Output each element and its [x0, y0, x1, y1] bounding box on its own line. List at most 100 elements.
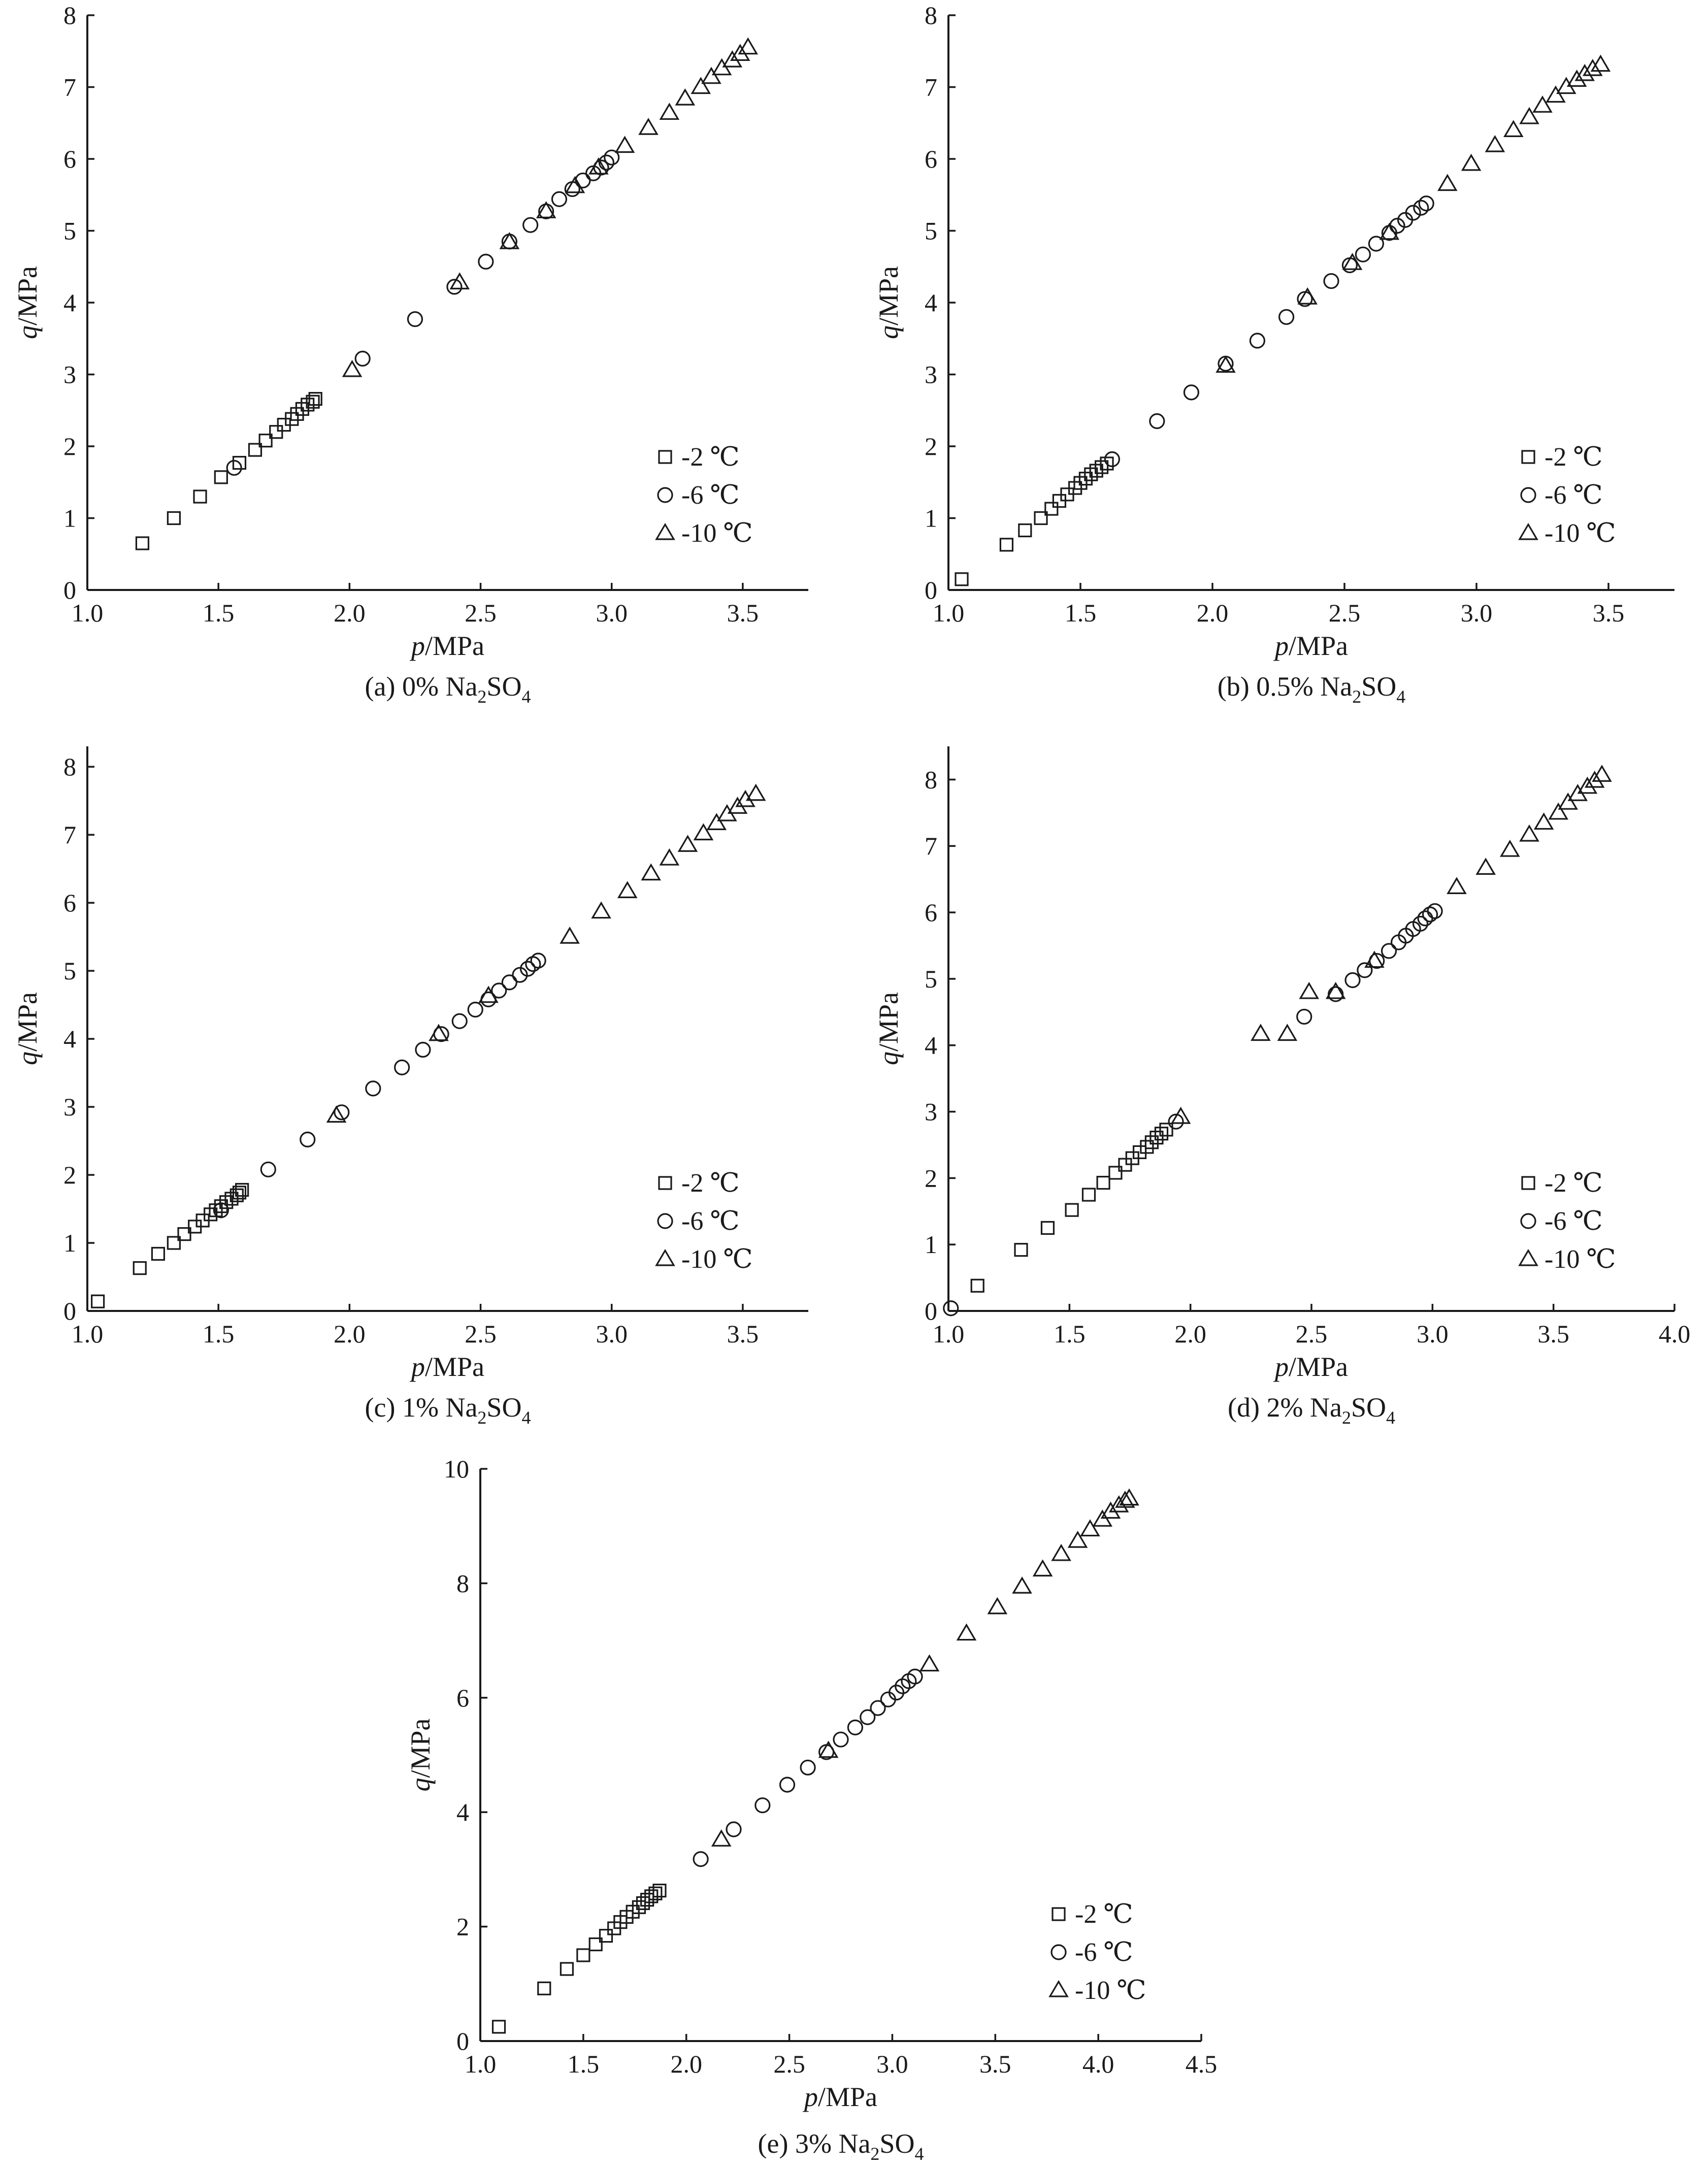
y-tick-label: 8 [63, 1, 76, 29]
data-point-square [177, 1227, 191, 1241]
data-point-square [1144, 1135, 1159, 1149]
y-tick-label: 6 [925, 898, 937, 927]
y-tick-label: 1 [925, 1230, 937, 1259]
data-point-square [167, 1236, 181, 1250]
data-point-triangle [1546, 85, 1566, 103]
panel-caption: (c) 1% Na2SO4 [365, 1392, 531, 1428]
legend: -2 ℃ -6 ℃ -10 ℃ [655, 1169, 753, 1274]
data-point-triangle [1364, 950, 1385, 968]
chart-panel-1: 1.0 1.5 2.0 2.5 3.0 3.5 0 1 2 3 4 5 6 7 8 p/MPa q/MPa (a)… [12, 1, 808, 707]
y-tick-label: 2 [925, 1164, 937, 1192]
x-tick-label: 1.5 [568, 2050, 600, 2078]
legend-circle-icon [657, 487, 673, 503]
data-point-triangle [818, 1740, 839, 1758]
data-point-circle [519, 961, 536, 977]
panel-caption: (d) 2% Na2SO4 [1228, 1392, 1395, 1428]
data-point-circle [1296, 1008, 1312, 1025]
x-tick-label: 3.5 [727, 1320, 759, 1348]
legend-label: -10 ℃ [681, 1245, 753, 1274]
legend-label: -10 ℃ [1545, 1245, 1616, 1274]
legend-square-icon [658, 1176, 672, 1190]
data-point-circle [943, 1300, 959, 1317]
data-point-triangle [588, 157, 609, 175]
data-point-triangle [326, 1105, 347, 1123]
data-point-circle [491, 982, 507, 999]
x-tick-label: 3.0 [1417, 1320, 1449, 1348]
data-point-circle [365, 1080, 381, 1097]
y-tick-label: 2 [456, 1913, 469, 1941]
data-point-triangle [565, 176, 585, 193]
y-tick-label: 4 [456, 1798, 469, 1826]
data-point-circle [754, 1797, 771, 1814]
data-point-square [1095, 460, 1109, 474]
data-point-square [970, 1278, 984, 1293]
x-tick-label: 2.5 [1329, 599, 1361, 627]
data-point-triangle [659, 848, 680, 866]
legend-label: -2 ℃ [1075, 1900, 1133, 1929]
x-tick-label: 2.5 [1296, 1320, 1328, 1348]
data-point-triangle [478, 985, 499, 1003]
data-point-square [1065, 1203, 1079, 1217]
x-tick-label: 1.5 [203, 1320, 235, 1348]
x-tick-label: 1.5 [1054, 1320, 1086, 1348]
data-point-square [308, 392, 322, 406]
data-point-triangle [536, 201, 556, 218]
data-point-square [1084, 467, 1098, 481]
data-point-triangle [1592, 765, 1612, 782]
data-point-circle [604, 149, 620, 166]
data-point-square [1040, 1221, 1055, 1235]
legend-square-icon [1052, 1907, 1066, 1921]
data-point-circle [501, 974, 517, 991]
data-point-square [1034, 511, 1048, 525]
data-point-circle [1344, 972, 1361, 989]
data-point-circle [779, 1777, 796, 1793]
y-axis-title: q/MPa [12, 992, 43, 1065]
x-tick-label: 1.5 [203, 599, 235, 627]
y-tick-label: 6 [63, 889, 76, 917]
x-tick-label: 2.0 [1197, 599, 1229, 627]
data-point-triangle [722, 50, 743, 68]
data-point-circle [693, 1851, 709, 1867]
data-point-square [1159, 1123, 1173, 1137]
chart-panel-3: 1.0 1.5 2.0 2.5 3.0 3.5 0 1 2 3 4 5 6 7 8 p/MPa q/MPa (c)… [12, 746, 808, 1428]
data-point-triangle [1437, 174, 1458, 191]
legend-label: -6 ℃ [1075, 1938, 1133, 1967]
legend-triangle-icon [655, 522, 675, 540]
series-triangle [1216, 54, 1611, 373]
x-tick-label: 1.0 [465, 2050, 497, 2078]
data-point-square [1081, 1188, 1096, 1202]
data-point-square [1100, 456, 1114, 471]
data-point-square [214, 470, 228, 484]
data-point-circle [1323, 273, 1339, 289]
x-tick-label: 2.0 [334, 1320, 366, 1348]
legend-label: -2 ℃ [681, 1169, 740, 1198]
data-point-square [1044, 502, 1059, 516]
data-point-triangle [1277, 1024, 1298, 1041]
y-tick-label: 1 [63, 1229, 76, 1257]
y-tick-label: 5 [63, 957, 76, 985]
data-point-circle [467, 1001, 483, 1018]
data-point-circle [1355, 246, 1371, 262]
series-triangle [1170, 765, 1612, 1124]
data-point-circle [522, 217, 539, 233]
series-circle [943, 903, 1443, 1317]
data-point-circle [860, 1709, 876, 1725]
data-point-triangle [735, 790, 756, 807]
data-point-square [209, 1203, 223, 1218]
data-point-square [648, 1886, 663, 1900]
x-tick-label: 4.0 [1082, 2050, 1114, 2078]
data-point-triangle [641, 863, 661, 881]
data-point-triangle [711, 1829, 732, 1847]
data-point-triangle [1558, 793, 1579, 810]
data-point-triangle [1216, 355, 1236, 373]
data-point-circle [1418, 195, 1434, 212]
y-tick-label: 7 [925, 832, 937, 860]
data-point-triangle [919, 1654, 940, 1672]
data-point-circle [1104, 451, 1120, 468]
data-point-circle [407, 311, 423, 327]
legend-circle-icon [1520, 1213, 1536, 1229]
data-point-triangle [1067, 1530, 1088, 1548]
data-point-circle [575, 172, 591, 189]
data-point-square [193, 489, 207, 504]
x-tick-label: 2.0 [334, 599, 366, 627]
